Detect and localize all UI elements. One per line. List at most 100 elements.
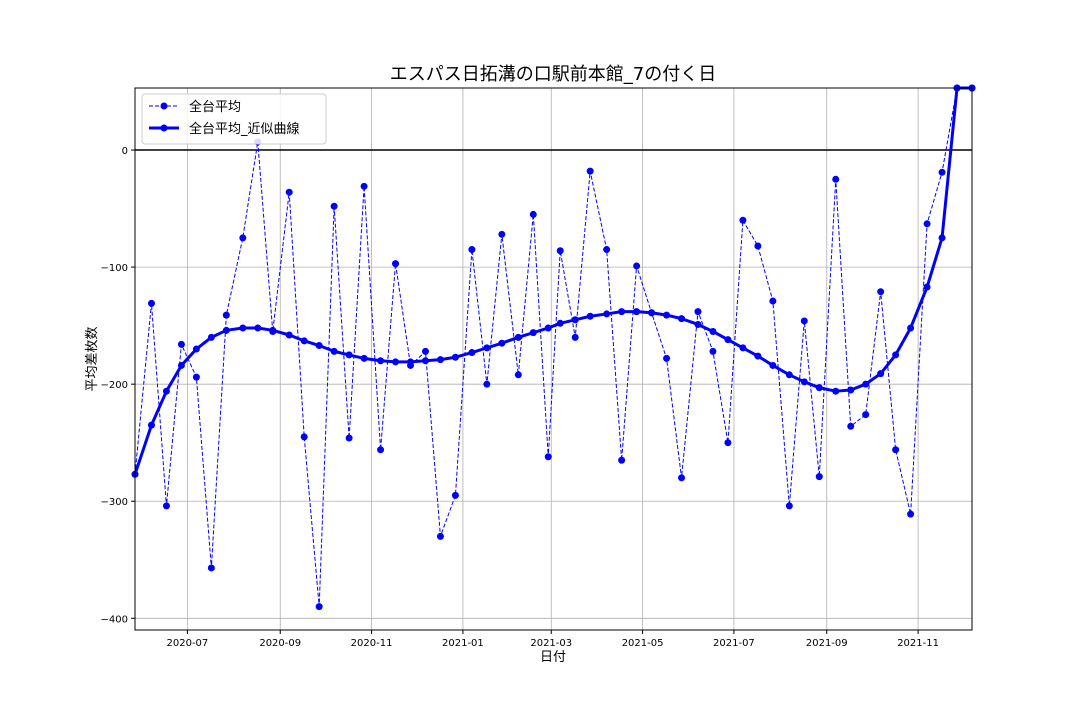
raw-average-point (222, 311, 230, 319)
trend-curve-point (815, 384, 823, 392)
x-tick-label: 2021-05 (622, 638, 664, 649)
raw-average-point (892, 446, 900, 454)
ticks: 0 −100 −200 −300 −400 2020-07 2020-09 2020-11 20… (101, 146, 939, 649)
x-axis-title: 日付 (540, 650, 566, 665)
raw-average-point (392, 260, 400, 268)
x-tick-label: 2021-01 (442, 638, 484, 649)
raw-average-point (544, 453, 552, 461)
y-tick-label: −100 (101, 263, 128, 274)
trend-curve-point (222, 326, 230, 334)
raw-average-point (483, 380, 491, 388)
legend-label-trend: 全台平均_近似曲線 (189, 121, 300, 137)
trend-curve-point (360, 354, 368, 362)
raw-average-line (134, 87, 972, 608)
y-tick-label: −400 (101, 614, 128, 625)
trend-curve-point (300, 337, 308, 345)
legend-box (141, 93, 327, 145)
x-tick-label: 2021-03 (530, 638, 572, 649)
trend-curve-point (544, 324, 552, 332)
raw-average-point (923, 220, 931, 228)
trend-curve-point (392, 358, 400, 366)
trend-curve-point (436, 356, 444, 364)
trend-curve-point (847, 386, 855, 394)
trend-curve-point (709, 327, 717, 335)
y-tick-label: 0 (122, 146, 128, 157)
trend-curve-point (556, 319, 564, 327)
raw-average-point (586, 167, 594, 175)
raw-average-point (907, 510, 915, 518)
y-axis-title: 平均差枚数 (85, 326, 100, 391)
trend-curve-point (421, 357, 429, 365)
trend-curve-point (315, 342, 323, 350)
trend-curve-point (648, 309, 656, 317)
trend-curve-point (663, 311, 671, 319)
trend-curve-point (694, 320, 702, 328)
trend-curve-point (907, 324, 915, 332)
trend-curve-point (603, 310, 611, 318)
x-tick-label: 2021-07 (713, 638, 755, 649)
x-tick-label: 2020-07 (167, 638, 209, 649)
trend-curve-point (678, 315, 686, 323)
raw-average-point (514, 371, 522, 379)
raw-average-point (739, 216, 747, 224)
trend-curve-point (498, 339, 506, 347)
raw-average-point (769, 297, 777, 305)
trend-curve-point (877, 370, 885, 378)
trend-curve-point (514, 333, 522, 341)
trend-curve-point (483, 344, 491, 352)
raw-average-point (877, 288, 885, 296)
x-tick-label: 2020-11 (351, 638, 393, 649)
raw-average-point (815, 473, 823, 481)
raw-average-point (785, 502, 793, 510)
trend-curve-point (345, 351, 353, 359)
raw-average-point (345, 434, 353, 442)
trend-curve-point (254, 324, 262, 332)
trend-curve-point (377, 357, 385, 365)
trend-curve-point (938, 234, 946, 242)
raw-average-point (694, 308, 702, 316)
chart-title: エスパス日拓溝の口駅前本館_7の付く日 (390, 64, 716, 85)
raw-average-point (633, 262, 641, 270)
raw-average-point (800, 317, 808, 325)
raw-average-point (529, 210, 537, 218)
raw-average-point (300, 433, 308, 441)
legend-label-raw: 全台平均 (189, 99, 241, 115)
y-tick-label: −200 (101, 380, 128, 391)
raw-average-point (421, 347, 429, 355)
legend: 全台平均 全台平均_近似曲線 (141, 93, 327, 145)
raw-average-point (468, 246, 476, 254)
raw-average-point (147, 299, 155, 307)
raw-average-point (603, 246, 611, 254)
raw-average-point (663, 354, 671, 362)
trend-curve-point (177, 361, 185, 369)
raw-average-point (556, 247, 564, 255)
x-tick-label: 2020-09 (259, 638, 301, 649)
raw-average-point (451, 491, 459, 499)
trend-curve-point (785, 371, 793, 379)
trend-curve-point (192, 345, 200, 353)
raw-average-point (832, 175, 840, 183)
raw-average-point (436, 532, 444, 540)
trend-curve-point (633, 308, 641, 316)
raw-average-point (571, 333, 579, 341)
series (131, 84, 976, 611)
trend-curve-point (769, 361, 777, 369)
raw-average-point (724, 439, 732, 447)
raw-average-point (498, 230, 506, 238)
raw-average-point (678, 474, 686, 482)
raw-average-point (938, 168, 946, 176)
trend-curve-point (529, 329, 537, 337)
trend-curve-point (724, 336, 732, 344)
trend-curve-point (285, 331, 293, 339)
trend-curve-point (147, 421, 155, 429)
plot-frame (134, 87, 973, 631)
raw-average-point (377, 446, 385, 454)
trend-curve-point (618, 308, 626, 316)
trend-curve-point (571, 316, 579, 324)
raw-average-point (162, 502, 170, 510)
grid (135, 88, 972, 630)
raw-average-point (330, 202, 338, 210)
x-tick-label: 2021-11 (897, 638, 939, 649)
raw-average-point (207, 564, 215, 572)
